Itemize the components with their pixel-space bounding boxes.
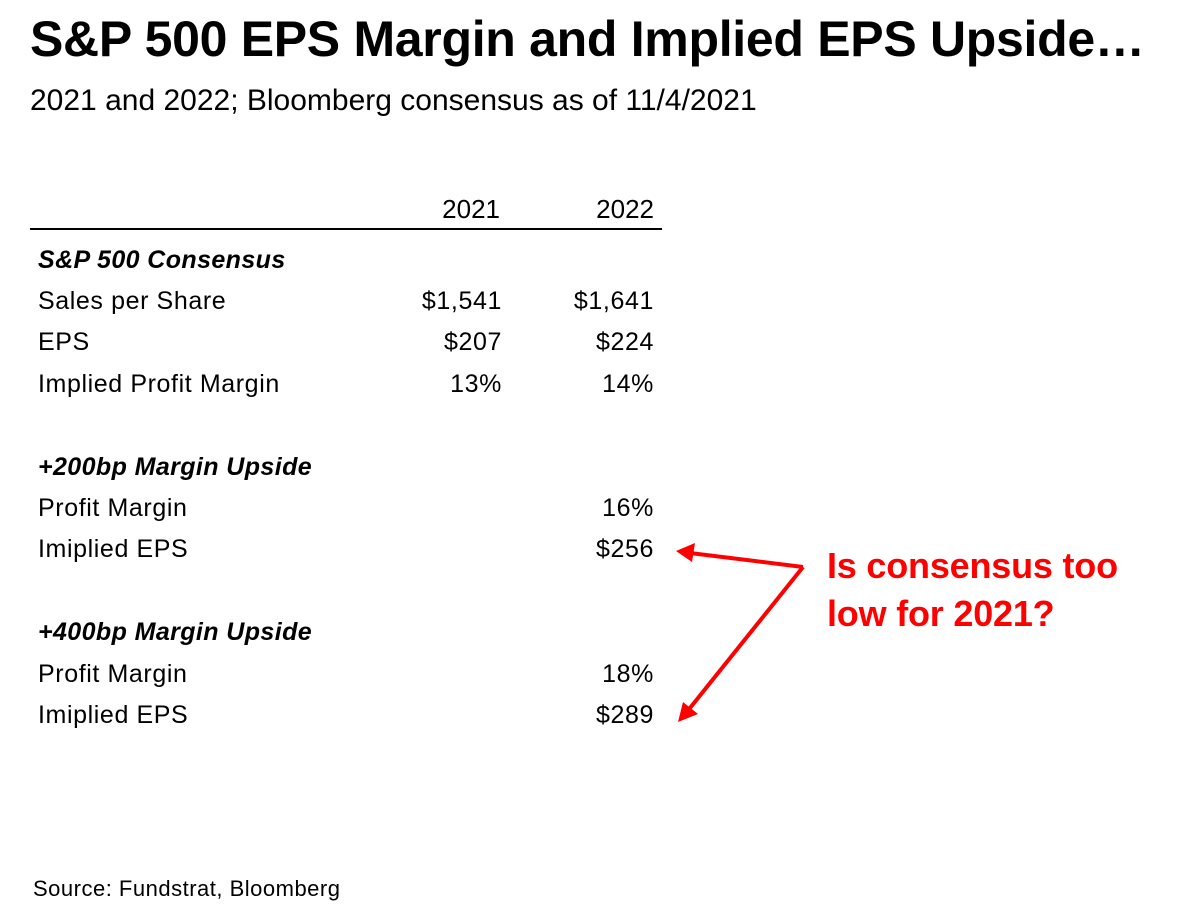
row-label: Implied Profit Margin — [38, 369, 280, 398]
callout-line-2: low for 2021? — [827, 593, 1055, 634]
table-row: Imiplied EPS $256 — [30, 529, 662, 570]
cell-2022: $289 — [595, 700, 654, 729]
table-row: Implied Profit Margin 13% 14% — [30, 364, 662, 405]
chart-subtitle: 2021 and 2022; Bloomberg consensus as of… — [30, 84, 757, 117]
cell-2021: $1,541 — [421, 287, 502, 316]
column-header-2022: 2022 — [596, 194, 654, 224]
row-label: Profit Margin — [38, 493, 188, 522]
section-heading-label: +400bp Margin Upside — [38, 618, 313, 647]
cell-2022: 18% — [602, 659, 654, 688]
row-label: Profit Margin — [38, 659, 188, 688]
row-label: EPS — [38, 328, 90, 357]
table-row: Sales per Share $1,541 $1,641 — [30, 281, 662, 322]
section-heading-consensus: S&P 500 Consensus — [30, 240, 662, 281]
section-heading-400bp: +400bp Margin Upside — [30, 612, 662, 653]
section-heading-label: +200bp Margin Upside — [38, 452, 313, 481]
callout-annotation: Is consensus too low for 2021? — [827, 542, 1118, 638]
arrowhead-289 — [678, 702, 698, 722]
arrow-to-256 — [689, 551, 804, 569]
eps-table: 2021 2022 S&P 500 Consensus Sales per Sh… — [30, 186, 662, 736]
section-heading-label: S&P 500 Consensus — [38, 246, 286, 274]
row-label: Imiplied EPS — [38, 700, 189, 729]
chart-title: S&P 500 EPS Margin and Implied EPS Upsid… — [30, 11, 1145, 67]
table-row: Profit Margin 18% — [30, 654, 662, 695]
cell-2022: 14% — [602, 369, 654, 398]
cell-2022: $256 — [595, 535, 654, 564]
source-note: Source: Fundstrat, Bloomberg — [33, 876, 341, 901]
table-row: EPS $207 $224 — [30, 322, 662, 363]
section-heading-200bp: +200bp Margin Upside — [30, 447, 662, 488]
column-header-2021: 2021 — [442, 194, 500, 224]
callout-line-1: Is consensus too — [827, 545, 1118, 586]
arrowhead-256 — [676, 543, 695, 562]
cell-2021: 13% — [450, 369, 502, 398]
row-label: Imiplied EPS — [38, 535, 189, 564]
cell-2022: $224 — [595, 328, 654, 357]
cell-2022: 16% — [602, 493, 654, 522]
table-header: 2021 2022 — [30, 186, 662, 230]
cell-2021: $207 — [443, 328, 502, 357]
table-row: Imiplied EPS $289 — [30, 695, 662, 736]
row-label: Sales per Share — [38, 287, 227, 316]
cell-2022: $1,641 — [573, 287, 654, 316]
arrow-to-289 — [688, 565, 805, 710]
table-row: Profit Margin 16% — [30, 488, 662, 529]
